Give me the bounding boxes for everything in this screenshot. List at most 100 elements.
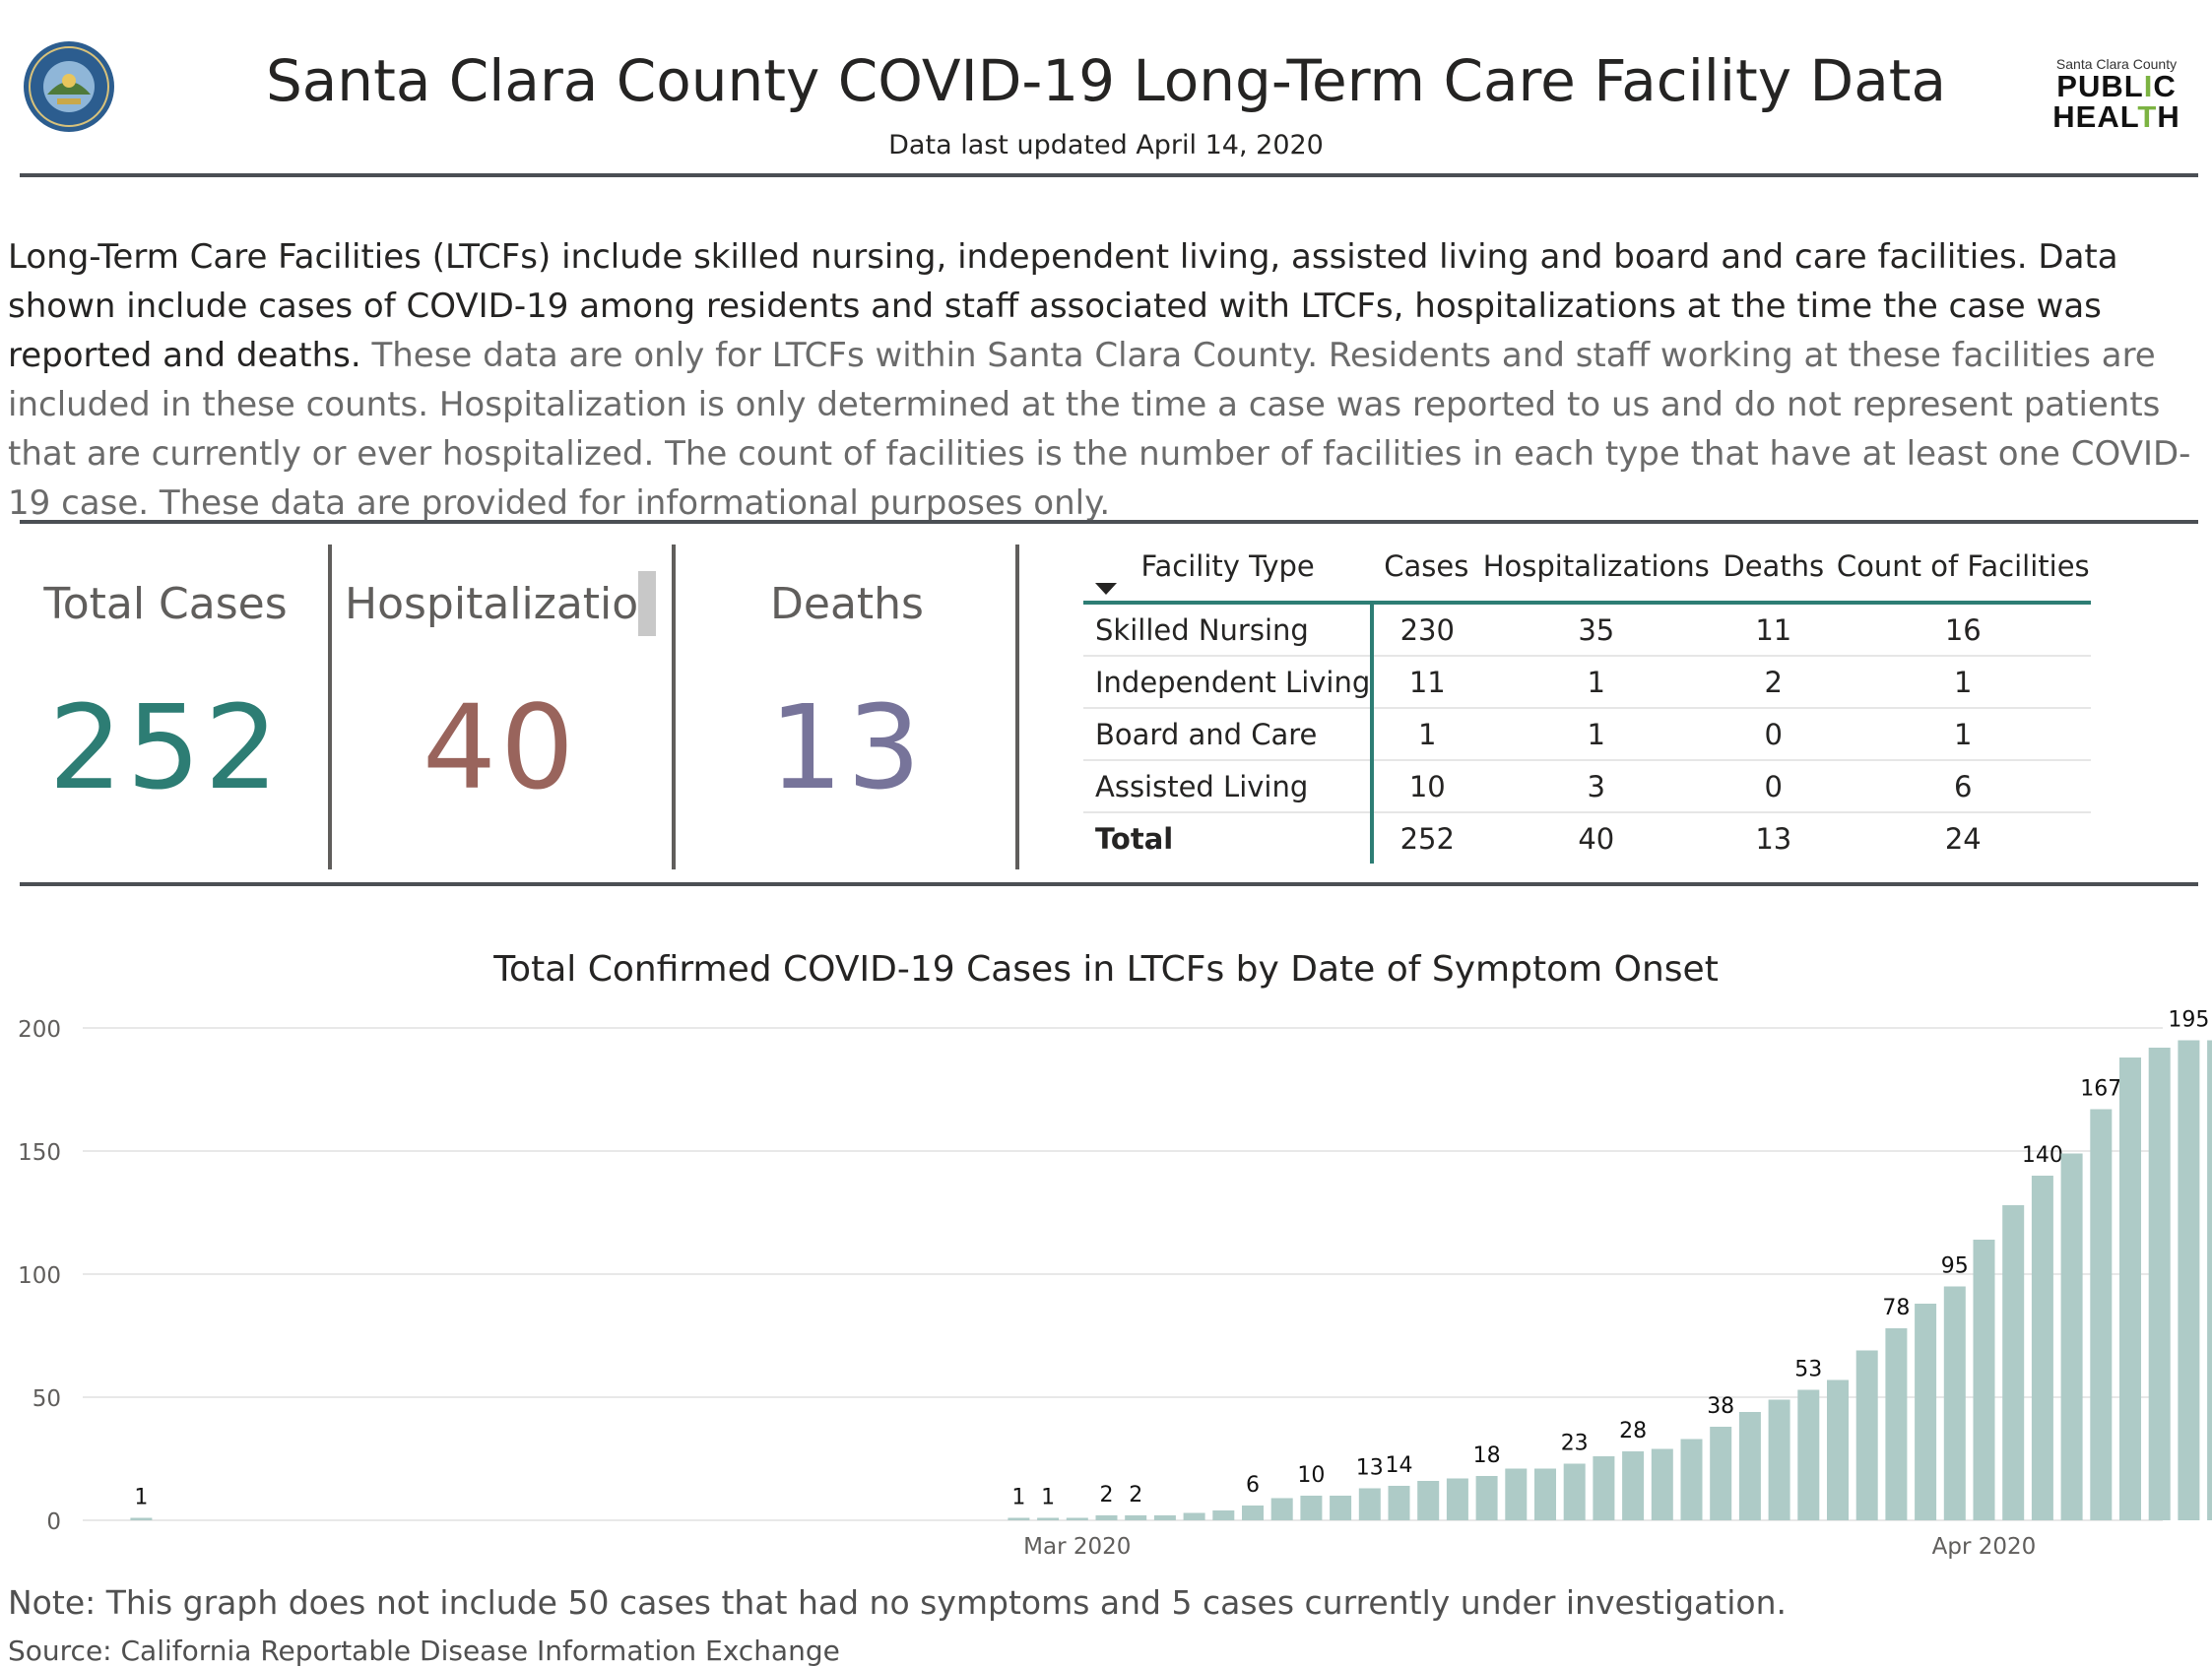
data-label: 140	[2022, 1143, 2063, 1168]
bar	[1095, 1515, 1118, 1520]
bar	[1153, 1515, 1176, 1520]
data-label: 38	[1707, 1394, 1734, 1419]
x-tick-label: Mar 2020	[1023, 1534, 1131, 1560]
bar	[1475, 1476, 1498, 1520]
table-row: Board and Care 1 1 0 1	[1083, 708, 2092, 761]
bar	[1330, 1496, 1352, 1520]
table-row: Assisted Living 10 3 0 6	[1083, 760, 2092, 813]
data-label: 23	[1561, 1432, 1589, 1456]
bar	[1125, 1515, 1147, 1520]
last-updated-text: Data last updated April 14, 2020	[888, 130, 1324, 160]
data-label: 14	[1386, 1453, 1413, 1478]
bar	[1768, 1399, 1790, 1520]
data-label: 1	[1041, 1486, 1055, 1510]
chart-title: Total Confirmed COVID-19 Cases in LTCFs …	[493, 949, 1719, 990]
total-cases-value: 252	[48, 679, 283, 815]
data-label: 28	[1619, 1419, 1647, 1443]
y-tick-label: 200	[18, 1017, 61, 1043]
bar	[1885, 1328, 1908, 1520]
card-scrollbar[interactable]	[638, 571, 656, 636]
bar	[1827, 1379, 1849, 1520]
bar	[2090, 1109, 2113, 1520]
bar	[1505, 1468, 1528, 1520]
bar	[1270, 1498, 1293, 1520]
bar	[1855, 1350, 1878, 1520]
kpi-divider-3	[1015, 545, 1019, 869]
total-cases-label: Total Cases	[43, 579, 288, 629]
bar	[1212, 1510, 1235, 1520]
data-label: 10	[1297, 1463, 1325, 1488]
data-label: 167	[2080, 1077, 2121, 1102]
chart-note: Note: This graph does not include 50 cas…	[8, 1583, 1787, 1622]
bar	[1358, 1488, 1381, 1520]
bar	[1973, 1240, 1995, 1520]
col-header-count-of-facilities[interactable]: Count of Facilities	[1835, 532, 2092, 605]
page-title: Santa Clara County COVID-19 Long-Term Ca…	[265, 47, 1947, 114]
bar	[1300, 1496, 1323, 1520]
y-tick-label: 150	[18, 1140, 61, 1166]
table-row: Skilled Nursing 230 35 11 16	[1083, 603, 2092, 657]
bar	[1593, 1456, 1615, 1520]
col-header-deaths[interactable]: Deaths	[1712, 532, 1836, 605]
data-label: 2	[1100, 1483, 1114, 1507]
data-label: 78	[1882, 1296, 1910, 1320]
bar	[2031, 1176, 2053, 1520]
data-label: 2	[1129, 1483, 1142, 1507]
col-header-hospitalizations[interactable]: Hospitalizations	[1480, 532, 1713, 605]
data-label: 1	[1011, 1486, 1025, 1510]
bar	[1915, 1304, 1937, 1520]
description-part-1: Long-Term Care Facilities (LTCFs) includ…	[8, 237, 2118, 375]
kpi-divider-2	[672, 545, 676, 869]
bar	[2207, 1040, 2212, 1520]
description-part-2: These data are only for LTCFs within San…	[8, 336, 2191, 523]
data-label: 1	[134, 1486, 148, 1510]
table-row: Independent Living 11 1 2 1	[1083, 656, 2092, 709]
data-label: 13	[1356, 1456, 1384, 1481]
bar	[2002, 1205, 2025, 1520]
data-label: 18	[1473, 1443, 1501, 1468]
facility-table: Facility Type Cases Hospitalizations Dea…	[1083, 532, 2092, 864]
bar	[2060, 1153, 2083, 1520]
deaths-label: Deaths	[770, 579, 924, 629]
bar	[1534, 1468, 1556, 1520]
kpi-divider-1	[328, 545, 332, 869]
description-text: Long-Term Care Facilities (LTCFs) includ…	[8, 232, 2206, 528]
bar	[1008, 1517, 1030, 1520]
col-header-facility-type[interactable]: Facility Type	[1083, 532, 1373, 605]
kpi-bottom-divider	[20, 882, 2198, 886]
kpi-top-divider	[20, 520, 2198, 524]
logo-county-text: Santa Clara County	[2055, 56, 2178, 72]
bar	[1066, 1517, 1088, 1520]
bar	[1738, 1412, 1761, 1520]
bar	[1183, 1512, 1205, 1520]
header-divider	[20, 173, 2198, 177]
bar	[2119, 1058, 2141, 1520]
y-tick-label: 50	[33, 1386, 61, 1412]
bar	[1446, 1478, 1468, 1520]
hospitalizations-value: 40	[422, 679, 579, 815]
bar	[1388, 1486, 1410, 1520]
bar	[2178, 1040, 2200, 1520]
col-header-cases[interactable]: Cases	[1372, 532, 1481, 605]
bar	[1680, 1439, 1703, 1520]
data-label: 6	[1246, 1473, 1260, 1498]
public-health-logo: Santa Clara County PUBLIC HEALTH	[2039, 57, 2194, 132]
bar	[1622, 1451, 1645, 1520]
bar	[2148, 1048, 2171, 1520]
data-label: 195	[2168, 1008, 2209, 1033]
table-header-row: Facility Type Cases Hospitalizations Dea…	[1083, 532, 2092, 605]
bar	[1563, 1463, 1586, 1520]
bar	[130, 1517, 153, 1520]
data-label: 95	[1941, 1254, 1969, 1279]
table-total-row: Total 252 40 13 24	[1083, 812, 2091, 864]
bar	[1417, 1481, 1440, 1520]
sort-descending-icon[interactable]	[1095, 583, 1117, 595]
data-source: Source: California Reportable Disease In…	[8, 1635, 840, 1667]
y-tick-label: 100	[18, 1263, 61, 1289]
bar	[1037, 1517, 1060, 1520]
data-label: 53	[1794, 1358, 1822, 1382]
bar	[1651, 1448, 1673, 1520]
x-tick-label: Apr 2020	[1932, 1534, 2037, 1560]
bar	[1943, 1286, 1966, 1520]
